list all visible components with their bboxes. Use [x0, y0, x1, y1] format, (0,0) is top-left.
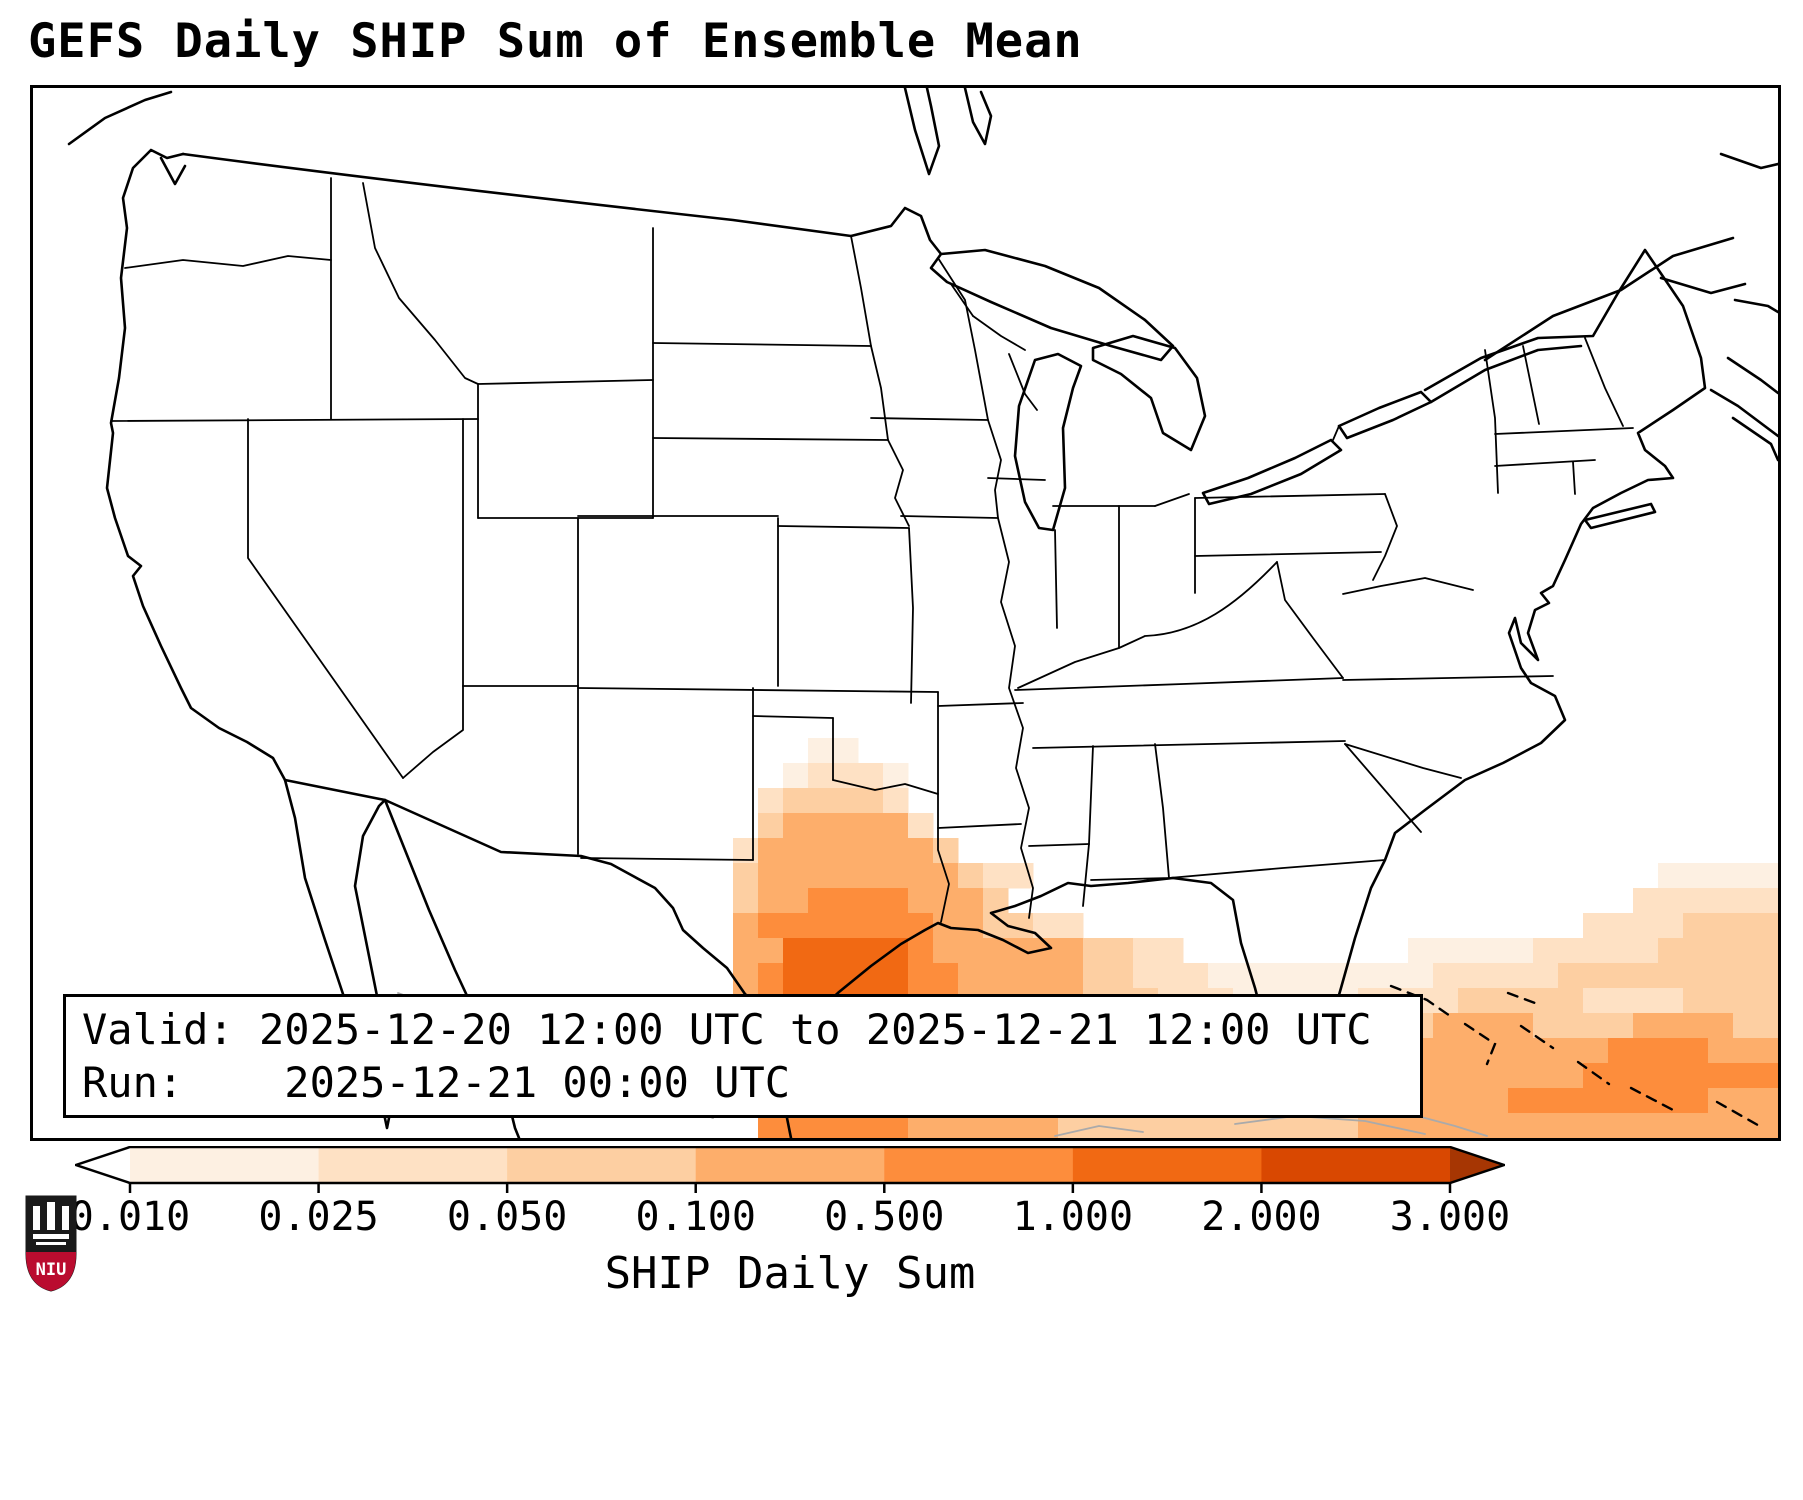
ship-heatmap-layer	[733, 738, 1778, 1138]
colorbar-tick-label: 0.010	[69, 1194, 191, 1240]
map-svg	[67, 88, 1778, 1138]
map-canvas: Valid: 2025-12-20 12:00 UTC to 2025-12-2…	[30, 85, 1781, 1141]
colorbar	[72, 1145, 1508, 1196]
canada-coastline	[67, 88, 1778, 462]
great-lakes	[929, 248, 1433, 532]
colorbar-tick-label: 0.050	[446, 1194, 568, 1240]
us-coastline	[105, 148, 1707, 1078]
bahamas-island-coastlines-dashed	[1389, 984, 1765, 1130]
colorbar-tick-labels: 0.010 0.025 0.050 0.100 0.500 1.000 2.000 3.000	[70, 1194, 1510, 1240]
us-state-borders	[110, 177, 1634, 923]
run-time-text: Run: 2025-12-21 00:00 UTC	[82, 1058, 791, 1107]
valid-run-infobox: Valid: 2025-12-20 12:00 UTC to 2025-12-2…	[63, 994, 1423, 1118]
colorbar-tick-label: 1.000	[1012, 1194, 1134, 1240]
colorbar-axis-label: SHIP Daily Sum	[604, 1248, 976, 1299]
colorbar-svg	[72, 1145, 1508, 1193]
colorbar-tick-label: 0.500	[824, 1194, 945, 1240]
niu-logo-text: NIU	[36, 1260, 67, 1280]
niu-shield-icon: NIU	[25, 1195, 77, 1292]
castle-icon	[33, 1202, 69, 1245]
colorbar-tick-label: 2.000	[1201, 1194, 1322, 1240]
colorbar-tick-label: 0.100	[635, 1194, 756, 1240]
niu-logo: NIU	[24, 1194, 78, 1294]
page-title: GEFS Daily SHIP Sum of Ensemble Mean	[28, 14, 1083, 69]
colorbar-tick-label: 3.000	[1389, 1194, 1511, 1240]
colorbar-tick-label: 0.025	[258, 1194, 379, 1240]
valid-time-text: Valid: 2025-12-20 12:00 UTC to 2025-12-2…	[82, 1005, 1372, 1054]
